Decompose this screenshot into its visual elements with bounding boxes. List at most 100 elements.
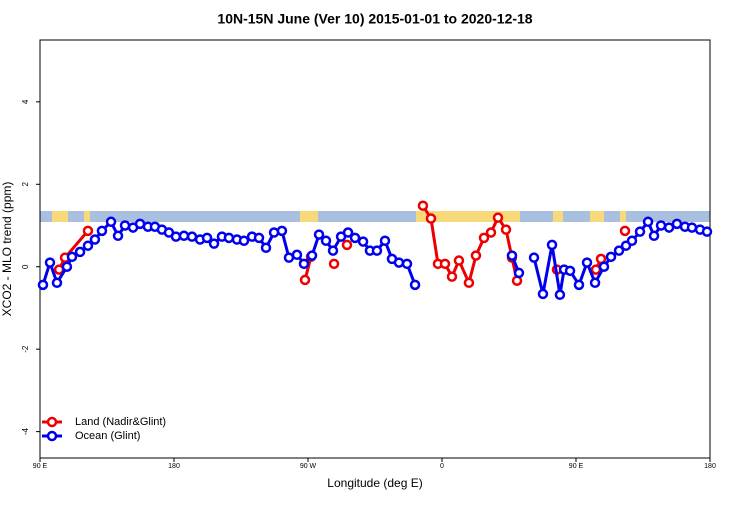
land-patch (52, 211, 68, 222)
point (170, 231, 182, 242)
point (313, 229, 325, 240)
point (119, 220, 131, 231)
point (564, 265, 576, 277)
y-tick-label: -4 (21, 428, 30, 436)
point (342, 227, 354, 238)
point (500, 224, 512, 235)
point (401, 258, 413, 270)
ocean-strip (40, 211, 710, 222)
point (178, 230, 190, 242)
point (37, 279, 49, 291)
land-patch (300, 211, 318, 222)
point (598, 261, 610, 272)
x-tick-label: 180 (168, 463, 180, 470)
point (506, 250, 518, 261)
chart-title: 10N-15N June (Ver 10) 2015-01-01 to 2020… (217, 11, 532, 27)
y-axis-label: XCO2 - MLO trend (ppm) (0, 182, 14, 317)
point (112, 230, 124, 242)
point (201, 232, 213, 244)
point (485, 227, 497, 238)
point (327, 245, 339, 256)
point (61, 261, 73, 272)
point (393, 257, 405, 268)
x-tick-label: 90 E (33, 463, 48, 470)
point (276, 225, 288, 237)
point (223, 232, 235, 244)
point (686, 222, 698, 233)
point (701, 226, 713, 237)
point (371, 245, 383, 256)
point (357, 236, 369, 247)
x-tick-label: 0 (440, 463, 444, 470)
point (619, 225, 631, 237)
point (573, 279, 585, 291)
y-tick-label: 2 (21, 182, 30, 187)
point (439, 258, 451, 270)
legend-label: Land (Nadir&Glint) (75, 416, 166, 428)
land-patch (553, 211, 563, 222)
point (349, 232, 361, 244)
point (74, 246, 86, 258)
point (298, 258, 310, 270)
point (463, 277, 475, 289)
point (238, 235, 250, 247)
land-patch (416, 211, 520, 222)
point (513, 267, 525, 279)
point (208, 238, 220, 249)
point (89, 234, 101, 245)
point (341, 239, 353, 251)
point (478, 232, 490, 244)
point (453, 255, 465, 266)
y-tick-label: 4 (21, 99, 30, 104)
map-band (40, 211, 710, 222)
point (299, 274, 311, 286)
point (328, 258, 340, 270)
point (589, 277, 601, 289)
point (613, 245, 625, 256)
x-tick-label: 90 E (569, 463, 584, 470)
point (537, 288, 549, 300)
point (648, 230, 660, 242)
point (253, 232, 265, 244)
plot-frame (39, 39, 711, 459)
point (634, 226, 646, 237)
x-axis-label: Longitude (deg E) (327, 476, 422, 490)
point (379, 235, 391, 247)
point (470, 250, 482, 261)
point (546, 239, 558, 251)
legend-marker (46, 416, 58, 428)
point (66, 251, 78, 263)
point (425, 213, 437, 224)
point (260, 242, 272, 254)
land-patch (620, 211, 626, 222)
y-tick-label: 0 (21, 264, 30, 269)
point (44, 257, 56, 268)
point (605, 251, 617, 263)
point (82, 225, 94, 237)
point (528, 252, 540, 263)
point (446, 271, 458, 282)
x-tick-label: 90 W (300, 463, 317, 470)
legend-label: Ocean (Glint) (75, 430, 140, 442)
point (96, 225, 108, 237)
legend-marker (46, 430, 58, 442)
point (409, 279, 421, 291)
point (105, 216, 117, 228)
point (82, 240, 94, 251)
land-patch (84, 211, 90, 222)
y-tick-label: -2 (21, 345, 30, 353)
point (51, 277, 63, 289)
land-patch (590, 211, 604, 222)
point (642, 216, 654, 228)
point (663, 222, 675, 233)
point (655, 220, 667, 231)
point (581, 257, 593, 268)
x-tick-label: 180 (704, 463, 716, 470)
point (626, 235, 638, 247)
point (306, 250, 318, 261)
point (320, 235, 332, 247)
point (492, 212, 504, 223)
point (554, 289, 566, 301)
